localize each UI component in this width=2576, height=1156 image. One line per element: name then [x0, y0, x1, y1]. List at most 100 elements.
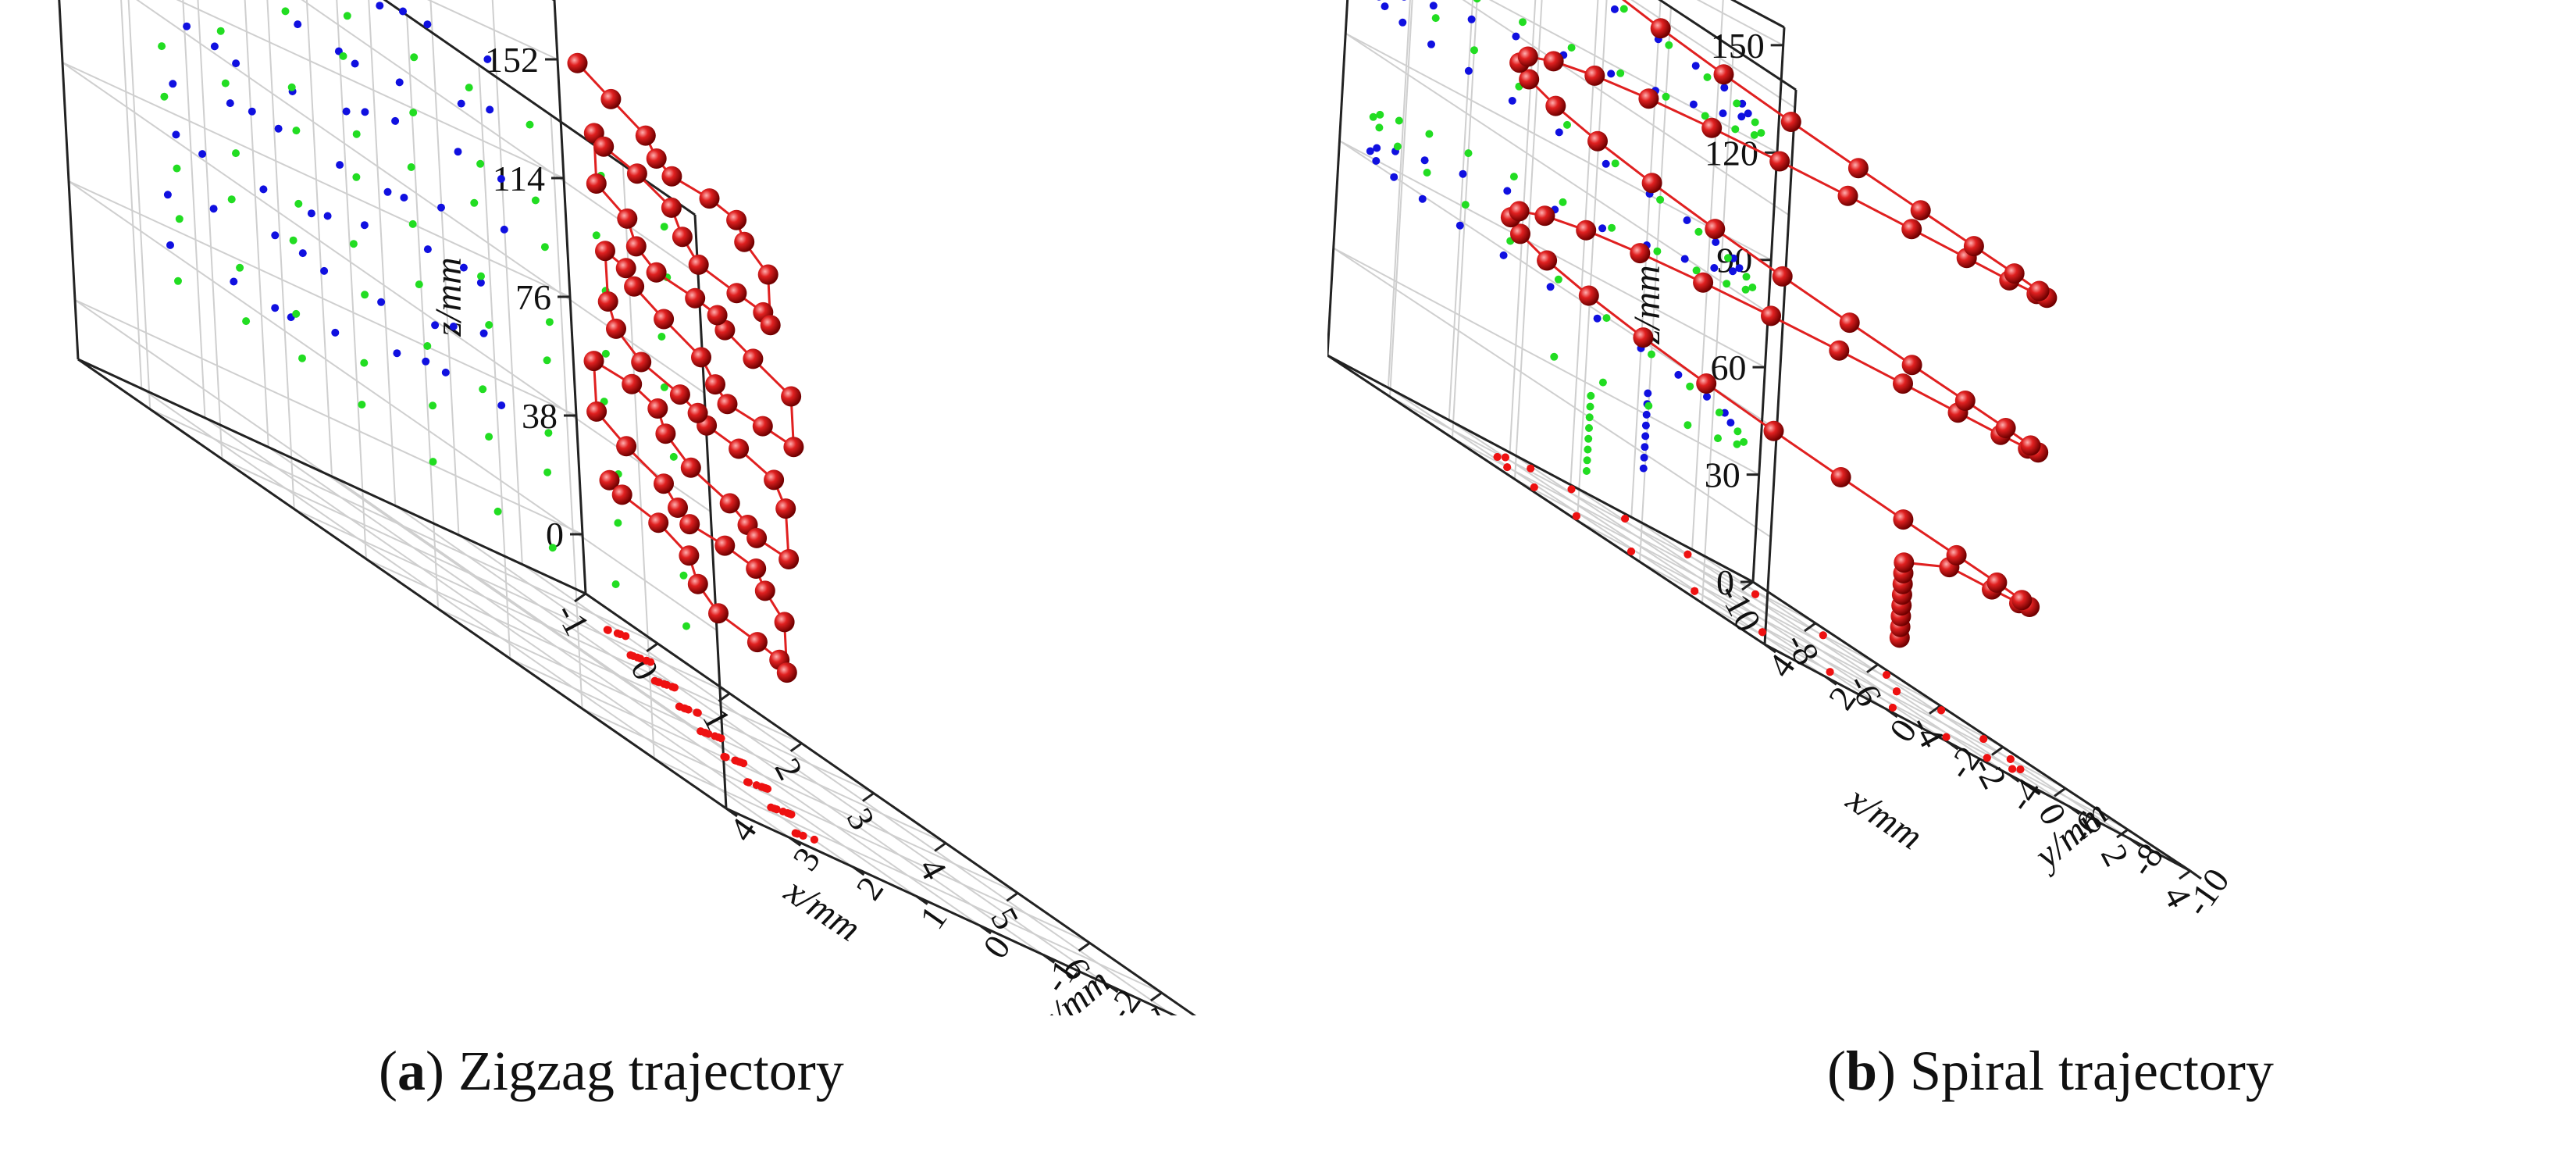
grid-line: [1514, 0, 1543, 480]
trajectory-point: [624, 276, 645, 297]
projection-point-red: [744, 778, 753, 787]
trajectory-point: [647, 398, 668, 419]
trajectory-point: [1696, 373, 1717, 394]
projection-point-green: [352, 173, 361, 181]
projection-point-red: [1627, 548, 1635, 555]
trajectory-point: [781, 386, 802, 407]
projection-point-blue: [331, 328, 340, 337]
grid-line: [331, 476, 981, 926]
y-tick-mark: [915, 895, 928, 905]
grid-line: [1462, 0, 1790, 216]
box-edge: [1327, 0, 1349, 356]
projection-point-blue: [459, 263, 468, 272]
projection-point-blue: [209, 205, 218, 213]
projection-point-blue: [1402, 0, 1406, 1]
projection-point-blue: [422, 357, 430, 366]
projection-point-red: [714, 733, 722, 741]
projection-point-blue: [1729, 267, 1737, 276]
trajectory-point: [1946, 544, 1967, 566]
grid-line: [62, 62, 711, 512]
y-tick-mark: [852, 865, 865, 876]
projection-point-blue: [1381, 2, 1389, 11]
grid-line: [62, 62, 571, 298]
x-tick-mark: [1929, 705, 1941, 715]
grid-line: [1630, 0, 1796, 109]
projection-point-green: [531, 196, 540, 205]
trajectory-point: [646, 148, 667, 169]
trajectory-point: [654, 309, 675, 330]
trajectory-point: [1630, 243, 1651, 264]
grid-line: [1577, 519, 2004, 748]
trajectory-point: [714, 319, 736, 341]
x-tick-label: 3: [839, 801, 883, 836]
x-tick-mark: [934, 842, 946, 852]
projection-point-green: [409, 109, 418, 117]
projection-point-blue: [1602, 159, 1610, 168]
trajectory-point: [1545, 95, 1566, 116]
projection-point-blue: [1641, 432, 1650, 441]
projection-point-blue: [1735, 264, 1744, 273]
projection-point-green: [1616, 69, 1625, 77]
trajectory-point: [586, 401, 607, 422]
projection-point-blue: [320, 266, 329, 275]
projection-point-blue: [1640, 453, 1648, 462]
caption-b-text: Spiral trajectory: [1910, 1040, 2274, 1102]
projection-point-red: [811, 836, 818, 844]
trajectory-point: [1893, 373, 1913, 394]
projection-point-blue: [486, 105, 494, 114]
trajectory-point: [2004, 263, 2025, 284]
projection-point-green: [1563, 120, 1571, 129]
grid-line: [1389, 396, 1816, 624]
grid-line: [244, 0, 269, 448]
trajectory-point: [1543, 51, 1564, 72]
trajectory-point: [1986, 572, 2008, 593]
projection-point-green: [1602, 314, 1611, 323]
projection-point-blue: [1674, 370, 1683, 379]
projection-point-blue: [1641, 421, 1650, 430]
projection-point-red: [1942, 733, 1951, 741]
projection-point-blue: [1610, 5, 1619, 13]
trajectory-point: [599, 469, 620, 491]
projection-point-blue: [383, 187, 392, 196]
trajectory-point: [595, 241, 615, 262]
projection-point-green: [407, 163, 415, 171]
trajectory-point: [783, 437, 804, 458]
grid-line: [458, 534, 1108, 985]
trajectory-point: [648, 512, 669, 533]
projection-point-green: [1431, 14, 1440, 23]
grid-line: [426, 0, 558, 60]
x-tick-mark: [2116, 828, 2129, 839]
trajectory-point: [687, 573, 708, 594]
projection-point-green: [216, 27, 225, 35]
grid-line: [1701, 48, 1734, 604]
trajectory-point: [680, 457, 701, 478]
projection-point-red: [2006, 755, 2015, 763]
trajectory-point: [1693, 272, 1714, 293]
trajectory-point: [616, 436, 637, 457]
projection-point-blue: [1744, 109, 1752, 118]
projection-point-green: [1393, 142, 1402, 151]
trajectory-point: [615, 258, 636, 279]
projection-point-green: [360, 359, 369, 367]
trajectory-point: [764, 469, 785, 491]
projection-point-green: [1559, 198, 1567, 206]
trajectory-point: [719, 493, 740, 514]
projection-point-blue: [351, 59, 359, 68]
projection-point-blue: [1427, 40, 1435, 48]
projection-point-green: [242, 317, 251, 326]
projection-point-blue: [1429, 2, 1438, 10]
projection-point-blue: [391, 116, 400, 125]
projection-point-green: [1703, 73, 1712, 81]
grid-line: [1639, 561, 2066, 790]
projection-point-red: [1883, 671, 1890, 679]
projection-point-blue: [1641, 443, 1649, 451]
projection-point-green: [1733, 440, 1741, 448]
trajectory-point: [1517, 46, 1538, 67]
grid-line: [1327, 0, 1349, 356]
trajectory-point: [655, 423, 676, 444]
projection-point-blue: [500, 225, 508, 234]
grid-line: [68, 180, 718, 631]
projection-point-blue: [1719, 109, 1727, 118]
trajectory-point: [760, 315, 781, 336]
trajectory-point: [1713, 64, 1734, 85]
